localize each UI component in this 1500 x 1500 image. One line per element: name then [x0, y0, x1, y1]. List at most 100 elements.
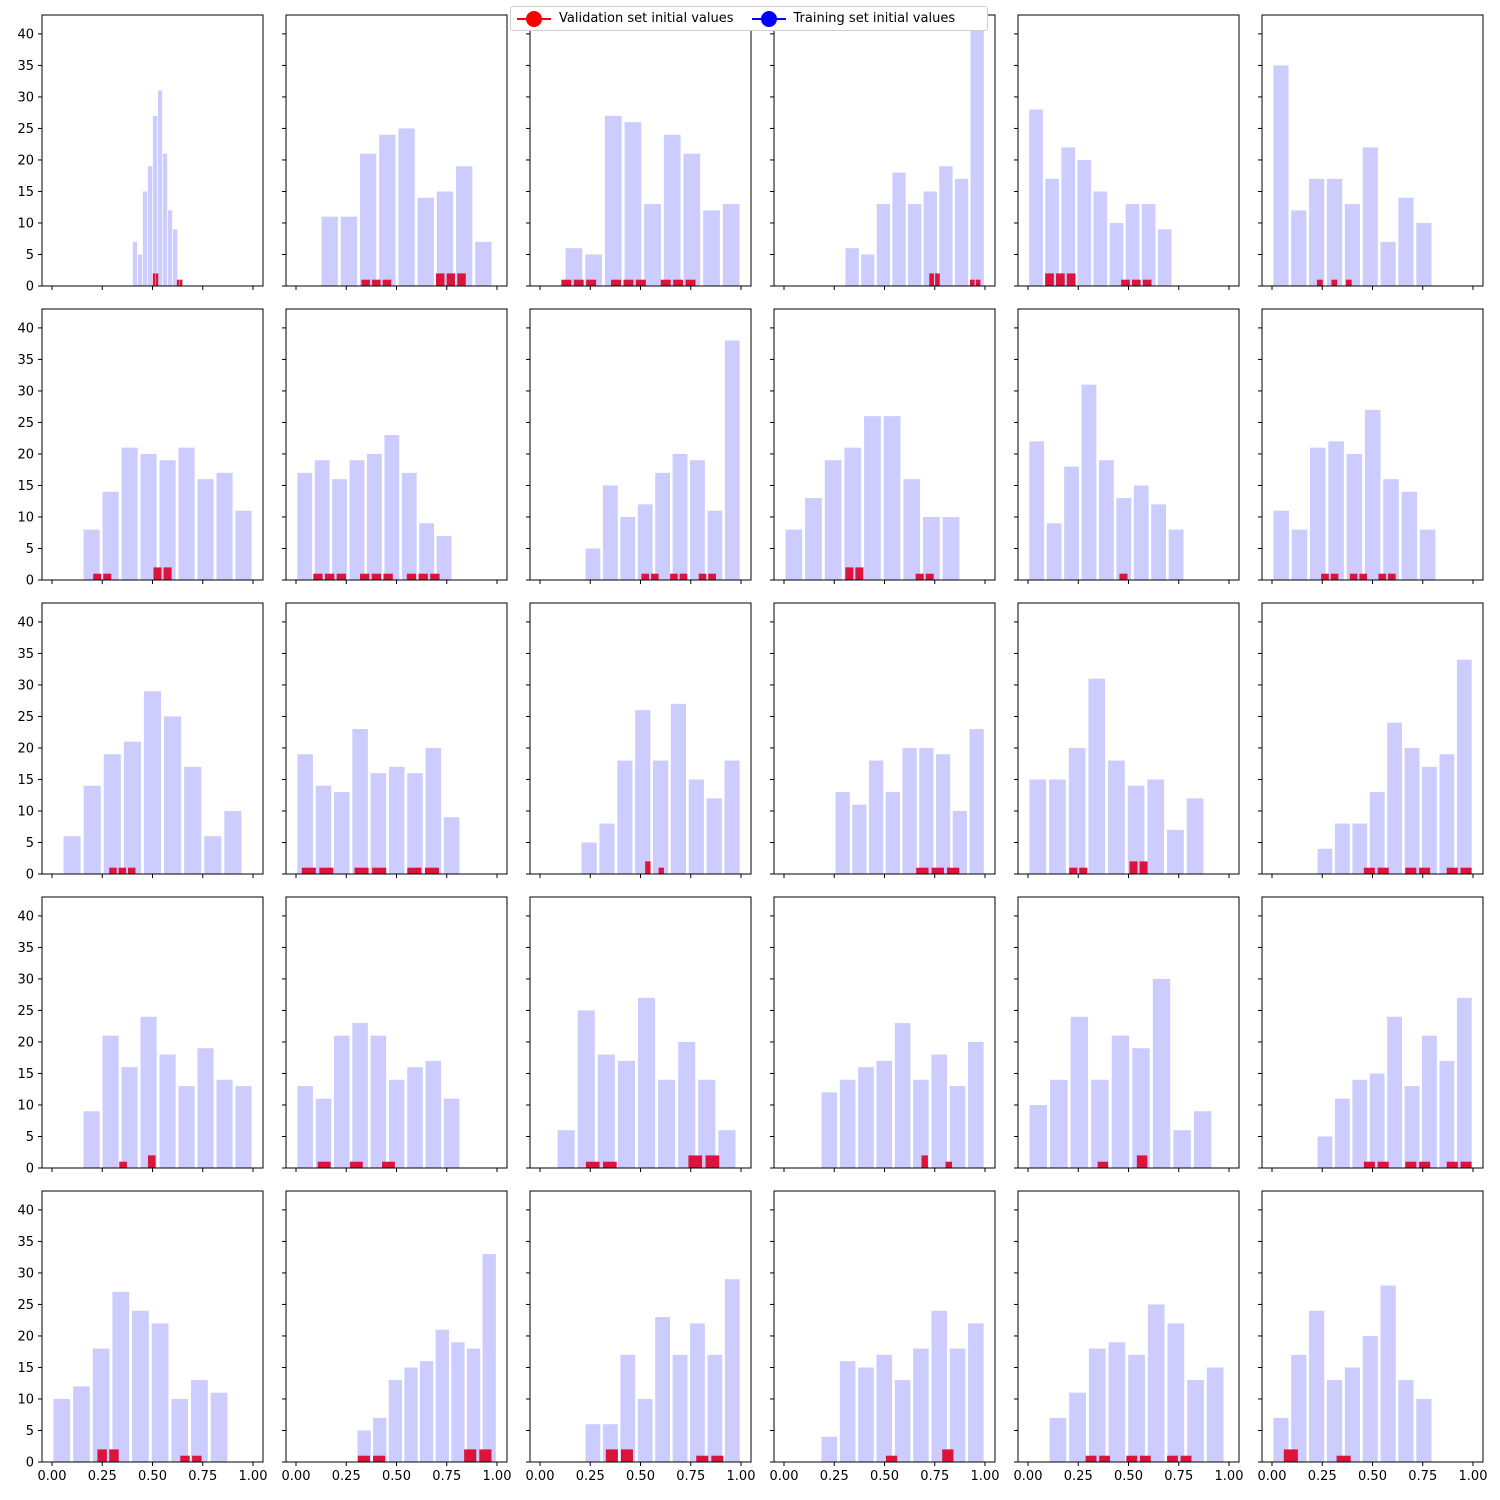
training-bar: [297, 472, 313, 580]
training-bar: [1128, 1354, 1145, 1462]
training-bar: [475, 241, 492, 286]
validation-bar: [586, 279, 597, 286]
validation-bar: [855, 567, 864, 580]
x-tick-label: 0.00: [1258, 1469, 1287, 1484]
validation-bar: [1460, 867, 1472, 874]
subplot-r4-c1: 0 5 10 15 20 25 30 35 40: [17, 896, 264, 1177]
training-bar: [224, 810, 242, 874]
validation-bar: [935, 273, 940, 286]
training-bar: [1111, 1035, 1130, 1168]
training-bar: [557, 1130, 575, 1168]
y-tick-label: 35: [17, 941, 34, 956]
training-bar: [923, 516, 940, 580]
training-bar: [864, 416, 881, 580]
training-bar: [908, 204, 922, 286]
legend-label-validation: Validation set initial values: [559, 11, 734, 26]
training-bar: [315, 785, 332, 874]
validation-bar: [969, 279, 975, 286]
subplot-r4-c2: [282, 896, 508, 1172]
subplot-r5-c6: 0.00 0.25 0.50 0.75 1.00: [1258, 1190, 1487, 1484]
legend-label-training: Training set initial values: [793, 11, 956, 26]
training-bar: [102, 491, 119, 580]
validation-bar: [1378, 573, 1387, 580]
training-bar: [159, 1054, 176, 1168]
training-bar: [1064, 466, 1079, 580]
training-bar: [1291, 529, 1308, 580]
training-bar: [121, 447, 138, 580]
validation-bar: [176, 279, 180, 286]
y-tick-label: 0: [26, 574, 34, 589]
training-bar: [1187, 1380, 1204, 1462]
validation-bar: [916, 867, 929, 874]
training-bar: [83, 529, 100, 580]
training-bar: [121, 1067, 138, 1168]
validation-bar: [658, 867, 664, 874]
training-bar: [1352, 1079, 1368, 1168]
y-tick-label: 20: [17, 447, 34, 462]
subplot-r5-c3: 0.00 0.25 0.50 0.75 1.00: [526, 1190, 755, 1484]
subplot-r4-c5: [1014, 896, 1240, 1172]
training-bar: [970, 27, 984, 286]
training-bar: [1344, 1367, 1360, 1462]
y-tick-label: 5: [26, 836, 34, 851]
y-tick-label: 35: [17, 1235, 34, 1250]
training-bar: [103, 754, 121, 874]
validation-bar: [372, 279, 381, 286]
training-bar: [1116, 498, 1132, 580]
training-bar: [178, 1086, 195, 1168]
training-bar: [197, 479, 214, 580]
x-tick-label: 0.75: [1408, 1469, 1437, 1484]
training-bar: [167, 210, 173, 286]
training-bar: [1147, 779, 1165, 874]
training-bar: [379, 134, 396, 286]
y-tick-label: 30: [17, 384, 34, 399]
validation-bar: [324, 573, 335, 580]
training-bar: [637, 1398, 653, 1462]
x-tick-label: 0.25: [332, 1469, 361, 1484]
training-bar: [137, 254, 143, 286]
training-bar: [1049, 779, 1066, 874]
validation-bar: [945, 1161, 953, 1168]
validation-bar: [147, 1155, 156, 1168]
training-bar: [1387, 722, 1403, 874]
x-tick-label: 0.25: [576, 1469, 605, 1484]
validation-bar: [383, 573, 393, 580]
training-bar: [407, 773, 423, 874]
training-bar: [658, 1079, 676, 1168]
legend-marker-training: [751, 10, 786, 27]
training-bar: [585, 548, 601, 580]
axes-frame: [41, 14, 264, 287]
validation-bar: [975, 279, 981, 286]
training-bar: [435, 1329, 449, 1462]
training-bar: [724, 340, 740, 580]
validation-bar: [301, 867, 316, 874]
training-bar: [1310, 447, 1326, 580]
training-bar: [670, 703, 687, 874]
validation-bar: [1460, 1161, 1472, 1168]
validation-bar: [127, 867, 136, 874]
validation-bar: [317, 1161, 331, 1168]
y-tick-label: 5: [26, 248, 34, 263]
validation-bar: [1099, 1455, 1111, 1462]
validation-bar: [336, 573, 346, 580]
subplot-r1-c5: [1014, 14, 1240, 290]
training-bar: [1422, 1035, 1437, 1168]
validation-bar: [670, 573, 678, 580]
training-bar: [297, 1086, 313, 1168]
y-tick-label: 0: [26, 868, 34, 883]
training-bar: [839, 1079, 856, 1168]
training-bar: [1352, 823, 1368, 874]
training-bar: [1109, 222, 1124, 286]
subplot-r2-c4: [770, 308, 996, 584]
training-bar: [159, 460, 176, 580]
training-bar: [216, 1079, 233, 1168]
validation-bar: [1119, 573, 1128, 580]
training-bar: [861, 254, 875, 286]
training-bar: [1291, 210, 1307, 286]
training-bar: [683, 153, 701, 286]
training-bar: [952, 810, 967, 874]
training-bar: [1186, 798, 1204, 874]
x-tick-label: 0.25: [1064, 1469, 1093, 1484]
training-bar: [724, 760, 740, 874]
training-bar: [1193, 1111, 1212, 1168]
